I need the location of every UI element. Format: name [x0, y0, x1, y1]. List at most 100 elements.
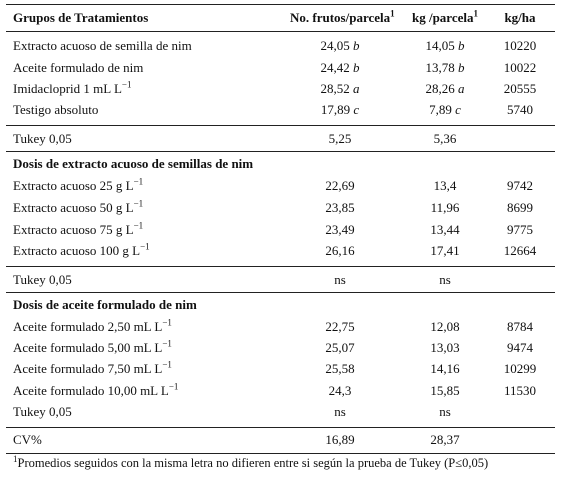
treatment-name: Aceite formulado de nim: [13, 60, 144, 75]
tukey-row: Tukey 0,05 5,25 5,36: [0, 129, 564, 149]
header-kg-footnote-mark: 1: [473, 8, 479, 19]
table-row: Extracto acuoso 25 g L−1 22,69 13,4 9742: [0, 176, 564, 196]
header-fruits-footnote-mark: 1: [390, 8, 395, 19]
footnote-text: Promedios seguidos con la misma letra no…: [17, 456, 489, 470]
treatment-name: Extracto acuoso 100 g L−1: [13, 241, 150, 261]
kg-number: 7,89: [429, 102, 452, 117]
footnote-mark: 1: [13, 453, 18, 464]
kg-letter: b: [458, 60, 465, 75]
tukey-label: Tukey 0,05: [13, 272, 72, 287]
table-row: Imidacloprid 1 mL L−1 28,52 a 28,26 a 20…: [0, 79, 564, 99]
fruits-value: 28,52 a: [290, 79, 390, 99]
table-row: Aceite formulado 2,50 mL L−1 22,75 12,08…: [0, 317, 564, 337]
kg-value: 15,85: [430, 383, 460, 398]
treatment-name: Aceite formulado 10,00 mL L−1: [13, 381, 178, 401]
table-row: Aceite formulado 7,50 mL L−1 25,58 14,16…: [0, 359, 564, 379]
treatment-name-text: Extracto acuoso 100 g L: [13, 243, 141, 258]
kg-value: 14,05 b: [405, 36, 485, 56]
tukey-fruits-value: 5,25: [328, 131, 352, 146]
unit-exponent: −1: [168, 381, 179, 392]
fruits-letter: b: [353, 38, 360, 53]
unit-exponent: −1: [133, 176, 144, 187]
fruits-number: 17,89: [320, 102, 351, 117]
treatment-name: Extracto acuoso 25 g L−1: [13, 176, 143, 196]
table-header-row: Grupos de Tratamientos No. frutos/parcel…: [0, 8, 564, 28]
fruits-number: 24,42: [320, 60, 350, 75]
treatment-name-text: Aceite formulado 7,50 mL L: [13, 361, 163, 376]
treatment-name-text: Extracto acuoso 75 g L: [13, 222, 134, 237]
treatment-name: Aceite formulado 2,50 mL L−1: [13, 317, 172, 337]
fruits-number: 28,52: [320, 81, 350, 96]
table-row: Testigo absoluto 17,89 c 7,89 c 5740: [0, 100, 564, 120]
kg-value: 7,89 c: [405, 100, 485, 120]
table-row: Extracto acuoso 100 g L−1 26,16 17,41 12…: [0, 241, 564, 261]
kg-value: 13,4: [433, 178, 457, 193]
group-divider-rule: [6, 292, 555, 293]
fruits-letter: a: [353, 81, 360, 96]
kg-value: 17,41: [430, 243, 460, 258]
group-divider-rule: [6, 151, 555, 152]
kg-number: 13,78: [425, 60, 455, 75]
kgha-value: 9775: [507, 222, 533, 237]
tukey-fruits-value: ns: [334, 404, 346, 419]
header-bottom-rule: [6, 31, 555, 32]
fruits-value: 26,16: [325, 243, 355, 258]
fruits-value: 23,49: [325, 222, 355, 237]
tukey-row: Tukey 0,05 ns ns: [0, 402, 564, 422]
kg-value: 13,44: [430, 222, 460, 237]
fruits-value: 24,05 b: [290, 36, 390, 56]
treatment-name-text: Aceite formulado 2,50 mL L: [13, 319, 163, 334]
tukey-fruits-value: ns: [334, 272, 346, 287]
cv-label: CV%: [13, 432, 42, 447]
kg-value: 13,78 b: [405, 58, 485, 78]
fruits-value: 22,69: [325, 178, 355, 193]
fruits-value: 24,42 b: [290, 58, 390, 78]
kgha-value: 8784: [507, 319, 533, 334]
unit-exponent: −1: [140, 241, 150, 252]
tukey-label: Tukey 0,05: [13, 131, 72, 146]
kg-value: 13,03: [430, 340, 460, 355]
cv-row: CV% 16,89 28,37: [0, 430, 564, 450]
table-row: Extracto acuoso 75 g L−1 23,49 13,44 977…: [0, 220, 564, 240]
unit-exponent: −1: [133, 198, 144, 209]
tukey-label: Tukey 0,05: [13, 404, 72, 419]
treatment-name: Imidacloprid 1 mL L−1: [13, 79, 132, 99]
table-row: Extracto acuoso 50 g L−1 23,85 11,96 869…: [0, 198, 564, 218]
kgha-value: 5740: [507, 102, 533, 117]
fruits-letter: b: [353, 60, 360, 75]
section-title: Dosis de aceite formulado de nim: [13, 297, 197, 312]
kg-letter: b: [458, 38, 465, 53]
kgha-value: 10022: [503, 60, 537, 75]
tukey-kg-value: ns: [439, 272, 451, 287]
kgha-value: 20555: [503, 81, 537, 96]
unit-exponent: −1: [121, 79, 132, 90]
cv-kg-value: 28,37: [430, 432, 460, 447]
tukey-kg-value: 5,36: [433, 131, 457, 146]
kg-value: 14,16: [430, 361, 460, 376]
treatment-name: Aceite formulado 5,00 mL L−1: [13, 338, 172, 358]
unit-exponent: −1: [162, 359, 172, 370]
treatment-name-text: Extracto acuoso 25 g L: [13, 178, 134, 193]
fruits-letter: c: [353, 102, 360, 117]
fruits-value: 22,75: [325, 319, 355, 334]
section-title-row: Dosis de extracto acuoso de semillas de …: [0, 154, 564, 174]
kg-value: 28,26 a: [405, 79, 485, 99]
group-divider-rule: [6, 427, 555, 428]
unit-exponent: −1: [162, 317, 172, 328]
table-row: Aceite formulado de nim 24,42 b 13,78 b …: [0, 58, 564, 78]
unit-exponent: −1: [162, 338, 172, 349]
kg-letter: a: [458, 81, 465, 96]
kgha-value: 9474: [507, 340, 533, 355]
section-title-row: Dosis de aceite formulado de nim: [0, 295, 564, 315]
treatment-name-text: Aceite formulado 5,00 mL L: [13, 340, 163, 355]
unit-exponent: −1: [133, 220, 144, 231]
treatment-name: Aceite formulado 7,50 mL L−1: [13, 359, 172, 379]
treatment-name-text: Imidacloprid 1 mL L: [13, 81, 122, 96]
kgha-value: 10299: [503, 361, 537, 376]
kg-letter: c: [455, 102, 461, 117]
header-fruits-per-plot: No. frutos/parcela1: [290, 8, 395, 28]
kgha-value: 9742: [507, 178, 533, 193]
group-divider-rule: [6, 266, 555, 267]
header-treatment-groups: Grupos de Tratamientos: [13, 10, 149, 25]
treatment-name: Extracto acuoso 50 g L−1: [13, 198, 143, 218]
